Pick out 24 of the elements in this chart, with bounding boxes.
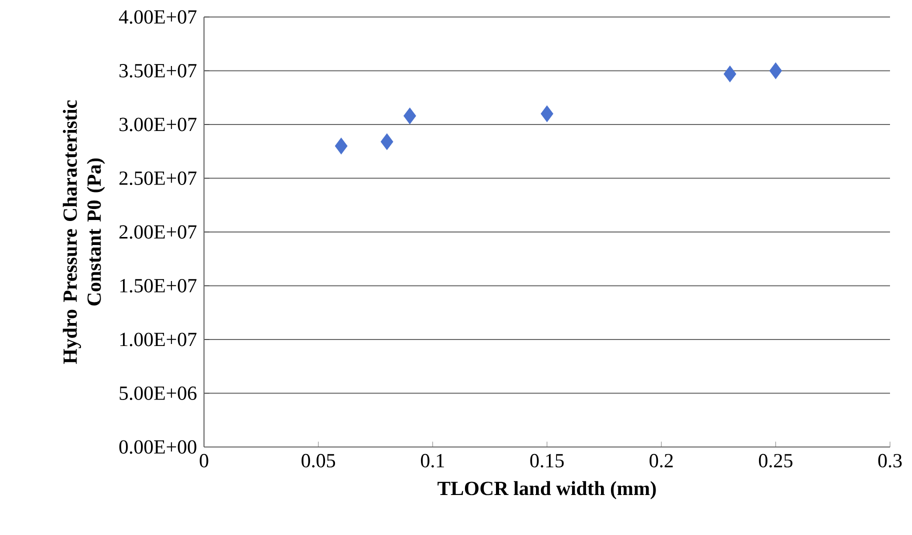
x-axis-title: TLOCR land width (mm) (438, 481, 656, 500)
x-tick-label: 0.15 (530, 454, 564, 468)
x-tick-label: 0.3 (878, 454, 902, 468)
y-tick-label: 2.00E+07 (119, 225, 196, 239)
point (404, 108, 416, 124)
y-tick-label: 1.00E+07 (120, 332, 196, 346)
point (334, 138, 348, 154)
x-tick-label: 0.05 (302, 454, 336, 468)
y-axis-title: Hydro Pressure Characteristic Constant P0 (Pa) (62, 100, 105, 364)
y-tick-label: 5.00E+06 (120, 386, 196, 400)
x-tick-label: 0.25 (758, 454, 792, 468)
x-tick-label: 0.2 (650, 454, 673, 468)
point (769, 62, 782, 80)
point (380, 133, 394, 150)
y-tick-label: 1.50E+07 (120, 278, 196, 293)
y-tick-label: 4.00E+07 (118, 10, 196, 24)
y-tick-label: 3.50E+07 (120, 64, 196, 78)
x-tick-label: 0 (200, 454, 208, 468)
point (724, 66, 736, 82)
x-tick-label: 0.1 (420, 454, 444, 468)
y-tick-label: 0.00E+00 (119, 440, 196, 454)
y-tick-label: 3.00E+07 (120, 118, 196, 132)
point (540, 105, 554, 122)
y-tick-label: 2.50E+07 (119, 171, 196, 186)
